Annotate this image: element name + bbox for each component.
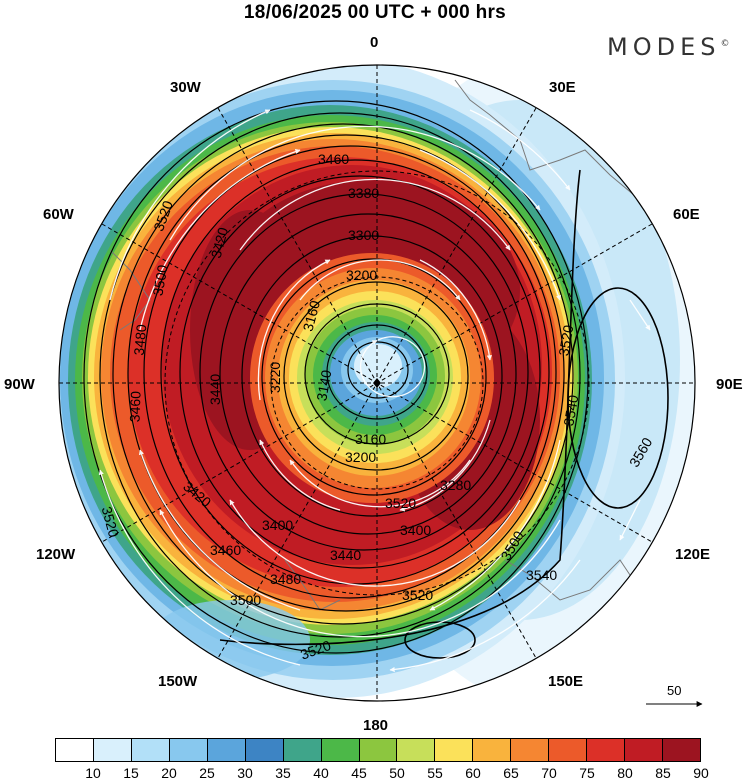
colorbar-swatch [93,739,132,761]
colorbar-swatch [321,739,360,761]
north-pole-marker [373,378,381,388]
colorbar-swatch [511,739,550,761]
colorbar-label: 60 [465,765,481,781]
contour-label: 3460 [318,151,349,167]
arrow-right-icon [646,701,703,707]
colorbar-label: 75 [579,765,595,781]
lon-label-60w: 60W [43,206,74,223]
contour-label: 3160 [300,299,324,333]
contour-label: 3480 [270,571,301,587]
colorbar-label: 70 [541,765,557,781]
lon-label-30e: 30E [549,79,576,96]
colorbar-swatch [207,739,246,761]
lon-label-60e: 60E [673,206,700,223]
colorbar-label: 55 [427,765,443,781]
colorbar-label: 10 [85,765,101,781]
colorbar-label: 15 [123,765,139,781]
colorbar-swatch [359,739,398,761]
contour-label: 3520 [555,323,576,357]
lon-label-150w: 150W [158,673,198,690]
colorbar-swatch [169,739,208,761]
contour-label: 3140 [313,368,334,402]
colorbar-swatch [131,739,170,761]
colorbar-label: 45 [351,765,367,781]
contour-label: 3380 [348,185,379,201]
colorbar-label: 80 [617,765,633,781]
lon-label-30w: 30W [170,79,201,96]
colorbar-swatch [397,739,436,761]
colorbar-label: 35 [275,765,291,781]
colorbar-label: 30 [237,765,253,781]
colorbar-label: 65 [503,765,519,781]
colorbar-label: 90 [693,765,709,781]
lon-label-120w: 120W [36,546,76,563]
contour-label: 3420 [208,225,232,259]
colorbar-label: 50 [389,765,405,781]
lon-label-120e: 120E [675,546,711,563]
contour-label: 3400 [262,517,293,533]
colorbar-label: 85 [655,765,671,781]
colorbar-label: 20 [161,765,177,781]
contour-label: 3440 [207,374,223,405]
contour-label: 3540 [560,393,581,427]
contour-label: 3500 [230,592,261,608]
colorbar-swatch [587,739,626,761]
colorbar-swatch [473,739,512,761]
reference-vector-value: 50 [667,683,682,698]
contour-label: 3520 [402,587,433,603]
colorbar-label: 40 [313,765,329,781]
lon-label-0: 0 [370,34,379,51]
lon-label-90w: 90W [4,376,35,393]
map-boundary [58,64,696,702]
contour-label: 3440 [330,547,361,563]
contour-label: 3280 [440,477,471,493]
colorbar-swatch [625,739,663,761]
modes-logo: MODES© [607,33,730,61]
colorbar-swatch [56,739,94,761]
lon-label-150e: 150E [548,673,584,690]
contour-label: 3520 [385,495,416,511]
reference-vector: 50 [642,683,712,713]
colorbar-swatch [435,739,474,761]
contour-label: 3160 [355,431,386,447]
colorbar-swatch [549,739,588,761]
map-title: 18/06/2025 00 UTC + 000 hrs [243,2,507,23]
contour-label: 3520 [99,505,123,539]
contour-label: 3540 [526,567,557,583]
colorbar-swatch [283,739,322,761]
contour-label: 3500 [149,263,170,297]
contour-label: 3300 [348,227,379,243]
colorbar-labels: 10 15 20 25 30 35 40 45 50 55 60 65 70 75 80 85 90 [55,765,709,781]
contour-label: 3200 [345,449,376,465]
contour-label: 3200 [346,267,377,283]
colorbar-swatch [245,739,284,761]
contour-label: 3220 [267,362,283,393]
contour-label: 3400 [400,522,431,538]
colorbar-swatch [663,739,700,761]
lon-label-180: 180 [363,717,389,734]
colorbar-label: 25 [199,765,215,781]
lon-label-90e: 90E [716,376,743,393]
contour-label: 3460 [127,391,144,423]
wind-speed-field: 3460 3520 3380 3300 3420 3200 3500 3160 … [59,65,695,701]
contour-label: 3460 [210,542,241,558]
colorbar [55,738,701,762]
contour-label: 3480 [131,323,150,356]
